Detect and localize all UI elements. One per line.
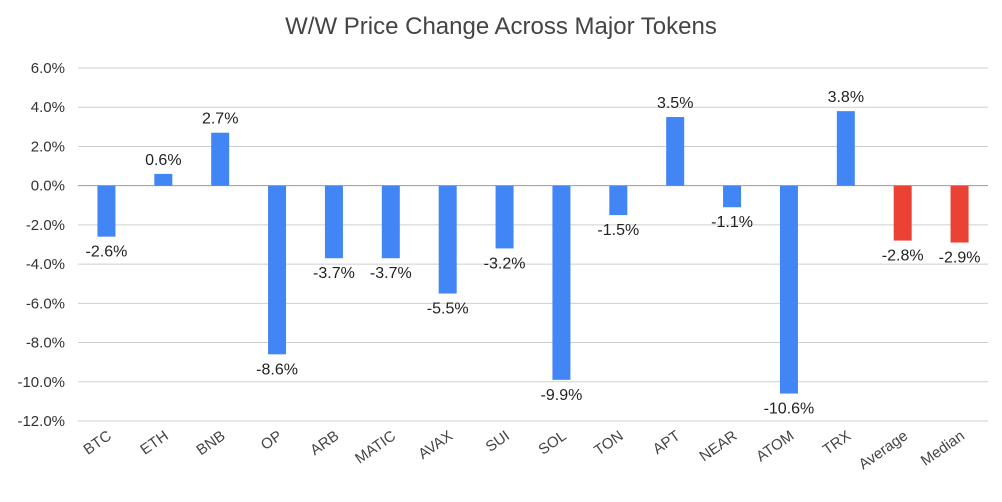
x-tick-label-trx: TRX [820,427,854,458]
chart-title: W/W Price Change Across Major Tokens [285,13,717,40]
y-tick-label: -2.0% [26,217,65,234]
bar-trx [836,111,855,186]
x-tick-label-matic: MATIC [352,427,399,467]
data-label-median: -2.9% [939,250,981,267]
x-tick-label-median: Median [918,427,968,469]
y-tick-label: 0.0% [31,178,65,195]
y-tick-label: 6.0% [31,60,65,77]
x-tick-label-op: OP [258,427,286,453]
bar-avax [438,185,457,294]
bar-bnb [211,132,230,186]
data-label-sui: -3.2% [484,255,526,272]
data-label-matic: -3.7% [370,265,412,282]
gridlines [78,67,988,422]
y-tick-label: -4.0% [26,256,65,273]
y-tick-label: -12.0% [17,413,65,430]
y-tick-label: 4.0% [31,99,65,116]
y-axis-ticks: 6.0% 4.0% 2.0% 0.0% -2.0% -4.0% -6.0% -8.0% -10.… [17,60,65,430]
data-label-sol: -9.9% [541,387,583,404]
bar-eth [154,173,173,186]
y-tick-label: -6.0% [26,295,65,312]
x-axis-ticks: BTC ETH BNB OP ARB MATIC AVAX SUI SOL TON APT NEAR A… [80,427,967,473]
bar-arb [324,185,343,259]
data-label-avax: -5.5% [427,301,469,318]
data-labels: -2.6% 0.6% 2.7% -8.6% -3.7% -3.7% -5.5% -3.2% -9… [86,89,981,417]
bar-sol [552,185,571,380]
x-tick-label-sol: SOL [535,427,569,458]
bar-matic [381,185,400,259]
x-tick-label-avax: AVAX [415,427,456,463]
data-label-op: -8.6% [256,361,298,378]
x-tick-label-near: NEAR [696,427,740,465]
x-tick-label-ton: TON [591,427,626,459]
data-label-atom: -10.6% [764,401,815,418]
data-label-average: -2.8% [882,248,924,265]
data-label-near: -1.1% [711,214,753,231]
x-tick-label-apt: APT [650,427,684,458]
bar-sui [495,185,514,249]
data-label-ton: -1.5% [597,222,639,239]
y-tick-label: 2.0% [31,138,65,155]
bar-btc [97,185,116,237]
data-label-btc: -2.6% [86,244,128,261]
data-label-apt: 3.5% [657,95,693,112]
bar-op [268,185,287,355]
x-tick-label-atom: ATOM [753,427,797,465]
bar-ton [609,185,628,216]
bar-average [893,185,912,241]
y-tick-label: -10.0% [17,374,65,391]
data-label-arb: -3.7% [313,265,355,282]
x-tick-label-bnb: BNB [193,427,228,459]
data-label-trx: 3.8% [828,89,864,106]
bar-median [950,185,969,243]
bar-atom [779,185,798,394]
x-tick-label-eth: ETH [137,427,171,458]
y-tick-label: -8.0% [26,335,65,352]
x-tick-label-btc: BTC [80,427,114,458]
bar-near [723,185,742,208]
x-tick-label-sui: SUI [483,427,513,455]
x-tick-label-arb: ARB [307,427,342,459]
bar-apt [666,117,685,186]
x-tick-label-average: Average [856,427,911,473]
data-label-bnb: 2.7% [202,111,238,128]
data-label-eth: 0.6% [145,152,181,169]
bars [97,111,969,394]
